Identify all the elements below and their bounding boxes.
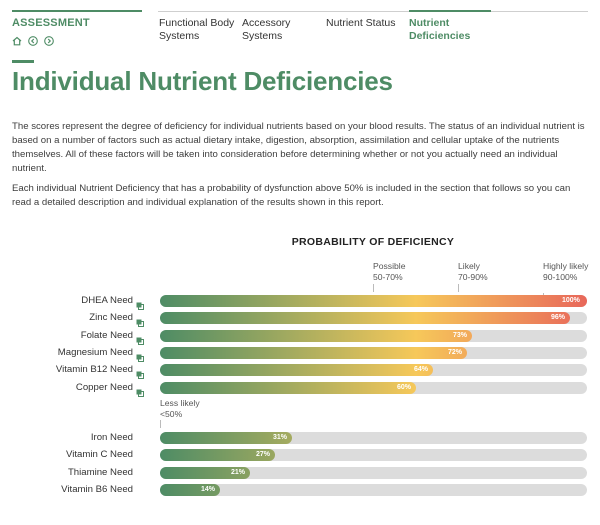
bar-fill-dhea-need — [160, 295, 587, 307]
bar-track-folate-need: 73% — [160, 329, 587, 342]
band-tick-likely — [458, 284, 459, 292]
band-tick-possible — [373, 284, 374, 292]
bar-track-vitamin-b6-need: 14% — [160, 483, 587, 496]
page-title: Individual Nutrient Deficiencies — [12, 66, 393, 96]
bar-value-vitamin-b12-need: 64% — [414, 366, 429, 374]
band-tick-less-likely — [160, 420, 161, 428]
bar-value-vitamin-b6-need: 14% — [201, 485, 216, 493]
bar-track-dhea-need: 100% — [160, 295, 587, 307]
bar-fill-magnesium-need — [160, 346, 467, 359]
bar-value-magnesium-need: 72% — [448, 348, 463, 356]
bar-track-vitamin-c-need: 27% — [160, 449, 587, 462]
bar-track-magnesium-need: 72% — [160, 346, 587, 359]
bar-value-iron-need: 31% — [273, 434, 288, 441]
back-icon[interactable] — [28, 33, 38, 46]
info-icon[interactable] — [136, 314, 144, 328]
bar-label-vitamin-b12-need: Vitamin B12 Need — [55, 364, 133, 376]
bar-track-zinc-need: 96% — [160, 312, 587, 325]
bar-value-dhea-need: 100% — [562, 297, 580, 304]
tab-nutrient-deficiencies[interactable]: Nutrient Deficiencies — [409, 17, 471, 42]
title-accent — [12, 60, 34, 63]
info-icon[interactable] — [136, 384, 144, 397]
bar-value-vitamin-c-need: 27% — [256, 451, 271, 459]
bar-fill-iron-need — [160, 432, 292, 444]
bar-value-folate-need: 73% — [453, 331, 468, 339]
band-label-highly-likely: Highly likely 90-100% — [543, 261, 589, 282]
bar-track-thiamine-need: 21% — [160, 466, 587, 479]
bar-fill-zinc-need — [160, 312, 570, 325]
bar-fill-vitamin-c-need — [160, 449, 275, 462]
bar-label-iron-need: Iron Need — [90, 432, 133, 443]
tabs-rule — [158, 11, 588, 12]
bar-value-copper-need: 60% — [397, 383, 412, 391]
bar-fill-folate-need — [160, 329, 472, 342]
bar-fill-vitamin-b6-need — [160, 483, 220, 496]
bar-track-vitamin-b12-need: 64% — [160, 364, 587, 377]
tab-nutrient-status[interactable]: Nutrient Status — [326, 17, 396, 29]
info-icon[interactable] — [136, 349, 144, 362]
bar-fill-vitamin-b12-need — [160, 364, 433, 377]
bar-label-zinc-need: Zinc Need — [89, 312, 133, 324]
info-icon[interactable] — [136, 332, 144, 345]
band-tick-highly-likely — [543, 293, 544, 295]
band-label-possible: Possible 50-70% — [373, 261, 406, 282]
bar-label-vitamin-c-need: Vitamin C Need — [65, 449, 133, 461]
tab-functional-body-systems[interactable]: Functional Body Systems — [159, 17, 235, 42]
followup-paragraph: Each individual Nutrient Deficiency that… — [12, 183, 571, 208]
bar-track-iron-need: 31% — [160, 432, 587, 444]
brand-label: ASSESSMENT — [12, 17, 90, 29]
bar-label-copper-need: Copper Need — [75, 381, 133, 393]
bar-fill-copper-need — [160, 381, 416, 394]
bar-track-copper-need: 60% — [160, 381, 587, 394]
forward-icon[interactable] — [44, 33, 54, 46]
bar-label-vitamin-b6-need: Vitamin B6 Need — [61, 483, 133, 495]
info-icon[interactable] — [136, 366, 144, 380]
header-rule — [12, 10, 142, 12]
active-tab-rule — [409, 10, 491, 12]
chart-title: PROBABILITY OF DEFICIENCY — [291, 236, 455, 248]
bar-fill-thiamine-need — [160, 466, 250, 479]
home-icon[interactable] — [12, 33, 22, 46]
info-icon[interactable] — [136, 297, 144, 310]
bar-value-thiamine-need: 21% — [231, 468, 246, 476]
bar-label-dhea-need: DHEA Need — [81, 295, 133, 306]
nav-icons — [12, 33, 54, 46]
band-label-less-likely: Less likely <50% — [160, 398, 200, 419]
intro-paragraph: The scores represent the degree of defic… — [12, 121, 585, 174]
bar-label-folate-need: Folate Need — [80, 329, 133, 341]
bar-value-zinc-need: 96% — [551, 314, 566, 322]
bar-label-thiamine-need: Thiamine Need — [67, 466, 133, 478]
tab-accessory-systems[interactable]: Accessory Systems — [242, 17, 291, 42]
band-label-likely: Likely 70-90% — [458, 261, 488, 282]
bar-label-magnesium-need: Magnesium Need — [57, 346, 133, 358]
